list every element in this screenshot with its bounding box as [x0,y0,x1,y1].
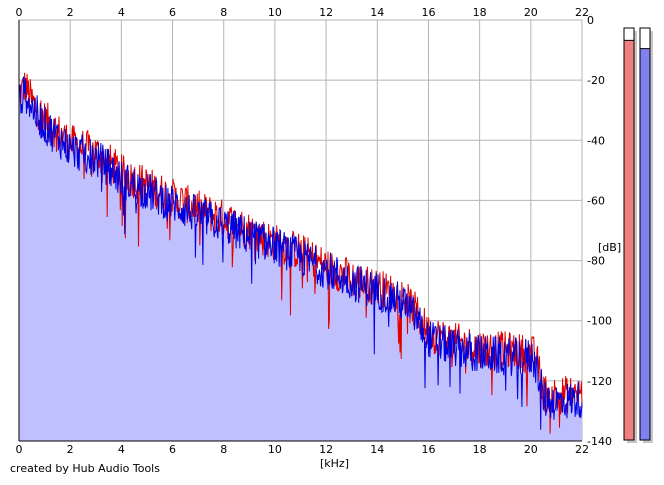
x-tick-labels-bottom: 0 2 4 6 8 10 12 14 16 18 20 22 [16,443,590,456]
y-tick--60: -60 [587,194,605,207]
x-tick-top-16: 16 [421,6,435,19]
y-tick--40: -40 [587,134,605,147]
x-tick-top-6: 6 [169,6,176,19]
x-tick-top-20: 20 [524,6,538,19]
y-tick--20: -20 [587,74,605,87]
y-tick-0: 0 [587,14,594,27]
x-tick-top-14: 14 [370,6,384,19]
series-line-2 [18,76,583,430]
x-tick-top-8: 8 [220,6,227,19]
x-tick-labels-top: 0 2 4 6 8 10 12 14 16 18 20 22 [16,6,590,19]
y-tick--120: -120 [587,375,612,388]
x-tick-top-22: 22 [575,6,589,19]
x-tick-top-18: 18 [473,6,487,19]
x-tick-bottom-16: 16 [421,443,435,456]
x-tick-top-10: 10 [268,6,282,19]
x-tick-bottom-2: 2 [67,443,74,456]
x-tick-top-4: 4 [118,6,125,19]
level-meters [623,27,653,443]
y-tick--100: -100 [587,315,612,328]
x-tick-top-12: 12 [319,6,333,19]
x-tick-bottom-8: 8 [220,443,227,456]
level-meter-bar-1 [623,39,635,441]
x-tick-bottom-18: 18 [473,443,487,456]
x-tick-bottom-14: 14 [370,443,384,456]
series-lines [18,72,583,434]
y-tick--140: -140 [587,435,612,448]
y-tick--80: -80 [587,255,605,268]
x-tick-bottom-6: 6 [169,443,176,456]
x-tick-top-0: 0 [16,6,23,19]
x-tick-bottom-22: 22 [575,443,589,456]
y-tick-labels: 0 -20 -40 -60 -80 -100 -120 -140 [587,14,612,448]
x-tick-bottom-10: 10 [268,443,282,456]
x-tick-bottom-12: 12 [319,443,333,456]
x-tick-bottom-0: 0 [16,443,23,456]
x-tick-bottom-4: 4 [118,443,125,456]
y-axis-label: [dB] [598,241,621,254]
x-tick-bottom-20: 20 [524,443,538,456]
x-tick-top-2: 2 [67,6,74,19]
x-axis-label: [kHz] [320,457,349,470]
credit-text: created by Hub Audio Tools [10,462,160,475]
level-meter-bar-2 [639,48,651,441]
